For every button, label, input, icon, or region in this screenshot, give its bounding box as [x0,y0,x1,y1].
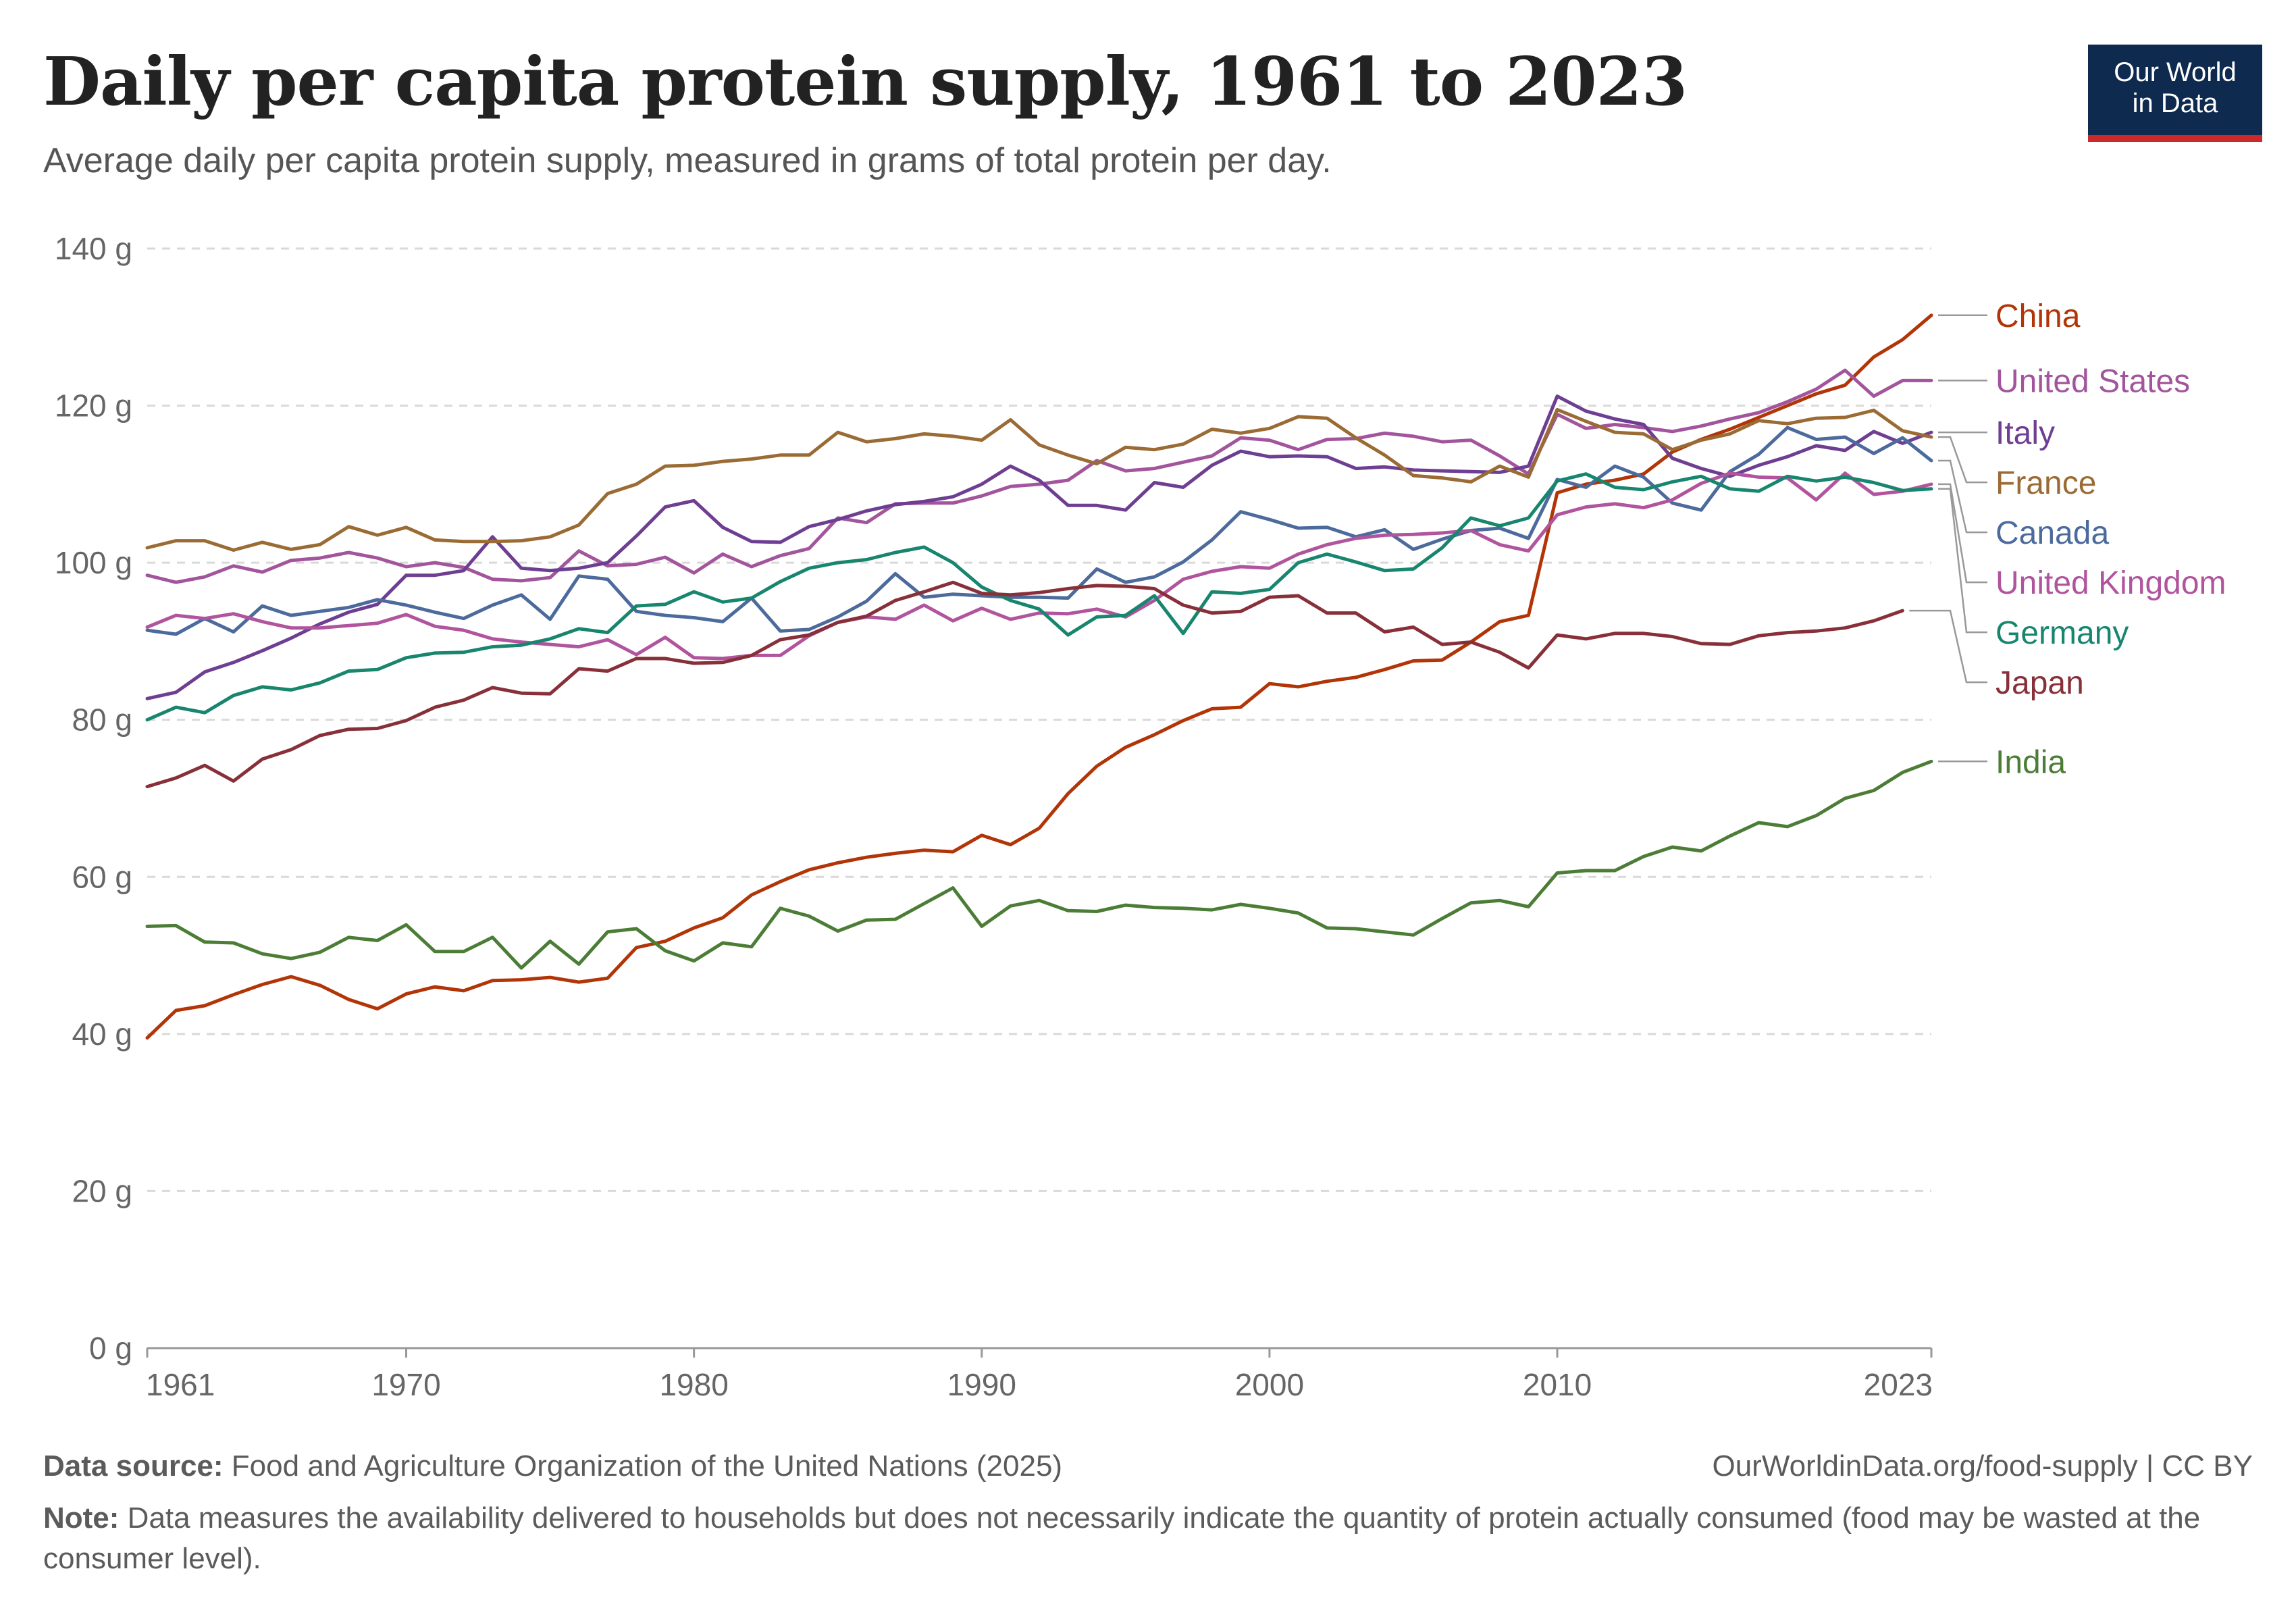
x-tick-label: 2010 [1523,1367,1592,1402]
series-label-united-kingdom[interactable]: United Kingdom [1995,565,2226,601]
y-tick-label: 120 g [55,388,132,423]
series-line-germany[interactable] [145,472,1933,722]
series-label-canada[interactable]: Canada [1995,515,2109,551]
series-line-united-kingdom[interactable] [145,471,1933,661]
series-line-india[interactable] [145,759,1933,970]
axes: 0 g 20 g 40 g 60 g 80 g 100 g 120 g 140 g 1961 19… [55,231,1933,1402]
x-tick-label: 1961 [146,1367,215,1402]
series-label-italy[interactable]: Italy [1995,415,2055,451]
x-tick-label: 1980 [659,1367,728,1402]
note-label: Note: [43,1501,120,1535]
data-source: Data source: Food and Agriculture Organi… [43,1449,1062,1483]
x-tick-label: 2000 [1235,1367,1304,1402]
data-source-label: Data source: [43,1449,224,1483]
series-label-japan[interactable]: Japan [1995,665,2084,701]
series-line-italy[interactable] [145,394,1933,700]
chart-subtitle: Average daily per capita protein supply,… [43,141,1332,180]
series-line-canada[interactable] [145,426,1933,636]
chart-title: Daily per capita protein supply, 1961 to… [43,43,1688,121]
series-label-united-states[interactable]: United States [1995,363,2190,399]
logo-line-1: Our World [2114,57,2237,87]
y-tick-label: 60 g [72,859,132,894]
owid-logo[interactable]: Our World in Data [2088,45,2262,142]
data-source-text: Food and Agriculture Organization of the… [231,1449,1063,1483]
connector-united-kingdom [1938,483,1987,584]
y-tick-label: 80 g [72,702,132,738]
connector-japan [1909,609,1987,684]
line-chart: 0 g 20 g 40 g 60 g 80 g 100 g 120 g 140 g 1961 19… [55,231,2226,1402]
series-lines [145,313,1933,1040]
y-tick-label: 140 g [55,231,132,266]
y-tick-label: 100 g [55,545,132,580]
series-line-united-states[interactable] [145,368,1933,584]
series-line-china[interactable] [145,313,1933,1040]
gridlines [147,247,1931,1192]
y-tick-label: 40 g [72,1017,132,1052]
connector-germany [1938,488,1987,634]
series-label-china[interactable]: China [1995,299,2081,334]
series-label-india[interactable]: India [1995,744,2066,780]
x-tick-label: 1970 [371,1367,440,1402]
chart-note: Note: Data measures the availability del… [43,1498,2265,1579]
series-label-france[interactable]: France [1995,465,2096,501]
y-tick-label: 20 g [72,1173,132,1208]
note-text: Data measures the availability delivered… [43,1501,2201,1575]
connector-canada [1938,459,1987,534]
y-tick-label: 0 g [89,1331,132,1366]
series-label-germany[interactable]: Germany [1995,615,2129,651]
series-line-france[interactable] [145,407,1933,552]
series-line-japan[interactable] [145,580,1904,789]
x-tick-label: 2023 [1864,1367,1933,1402]
logo-line-2: in Data [2132,88,2218,118]
source-url[interactable]: OurWorldinData.org/food-supply | CC BY [1712,1449,2253,1483]
x-tick-label: 1990 [947,1367,1016,1402]
connector-france [1938,436,1987,484]
series-labels[interactable]: China United States Italy France Canada Unite… [1909,299,2226,781]
